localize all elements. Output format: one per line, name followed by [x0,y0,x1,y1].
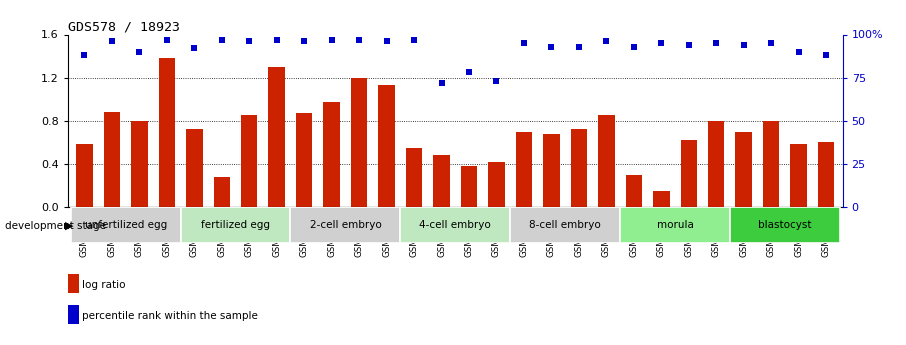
Bar [461,166,477,207]
Text: percentile rank within the sample: percentile rank within the sample [82,311,258,321]
Bar [71,207,180,243]
Bar [291,207,400,243]
Point [380,39,394,44]
Bar [433,155,449,207]
Bar [736,131,752,207]
Point [242,39,256,44]
Bar [296,113,313,207]
Bar [516,131,532,207]
Point [489,78,504,84]
Point [269,37,284,42]
Point [627,44,641,49]
Bar [544,134,560,207]
Text: 8-cell embryo: 8-cell embryo [529,220,601,230]
Bar [76,145,92,207]
Point [215,37,229,42]
Point [599,39,613,44]
Bar [653,191,670,207]
Bar [598,115,614,207]
Point [737,42,751,48]
Bar [379,85,395,207]
Point [654,40,669,46]
Bar [186,129,203,207]
Text: ▶: ▶ [65,221,73,231]
Point [462,70,477,75]
Point [434,80,448,86]
Bar [103,112,120,207]
Bar [180,207,291,243]
Bar [708,121,725,207]
Point [791,49,805,55]
Bar [351,78,367,207]
Bar [268,67,285,207]
Bar [510,207,620,243]
Point [407,37,421,42]
Point [572,44,586,49]
Text: development stage: development stage [5,221,105,231]
Bar [763,121,779,207]
Text: GDS578 / 18923: GDS578 / 18923 [68,20,180,33]
Point [516,40,531,46]
Text: fertilized egg: fertilized egg [201,220,270,230]
Bar [214,177,230,207]
Point [324,37,339,42]
Bar [620,207,730,243]
Bar [159,58,175,207]
Bar [241,115,257,207]
Text: 2-cell embryo: 2-cell embryo [310,220,381,230]
Point [132,49,147,55]
Point [764,40,778,46]
Bar [680,140,697,207]
Bar [790,145,807,207]
Point [709,40,724,46]
Text: morula: morula [657,220,693,230]
Bar [571,129,587,207]
Text: 4-cell embryo: 4-cell embryo [419,220,491,230]
Bar [818,142,834,207]
Point [77,52,92,58]
Point [105,39,120,44]
Point [297,39,312,44]
Point [352,37,366,42]
Point [681,42,696,48]
Bar [131,121,148,207]
Text: unfertilized egg: unfertilized egg [84,220,167,230]
Point [819,52,834,58]
Bar [323,102,340,207]
Bar [400,207,510,243]
Bar [625,175,642,207]
Point [187,46,201,51]
Bar [406,148,422,207]
Bar [730,207,840,243]
Point [159,37,174,42]
Bar [488,162,505,207]
Text: blastocyst: blastocyst [758,220,812,230]
Point [545,44,559,49]
Text: log ratio: log ratio [82,280,126,289]
